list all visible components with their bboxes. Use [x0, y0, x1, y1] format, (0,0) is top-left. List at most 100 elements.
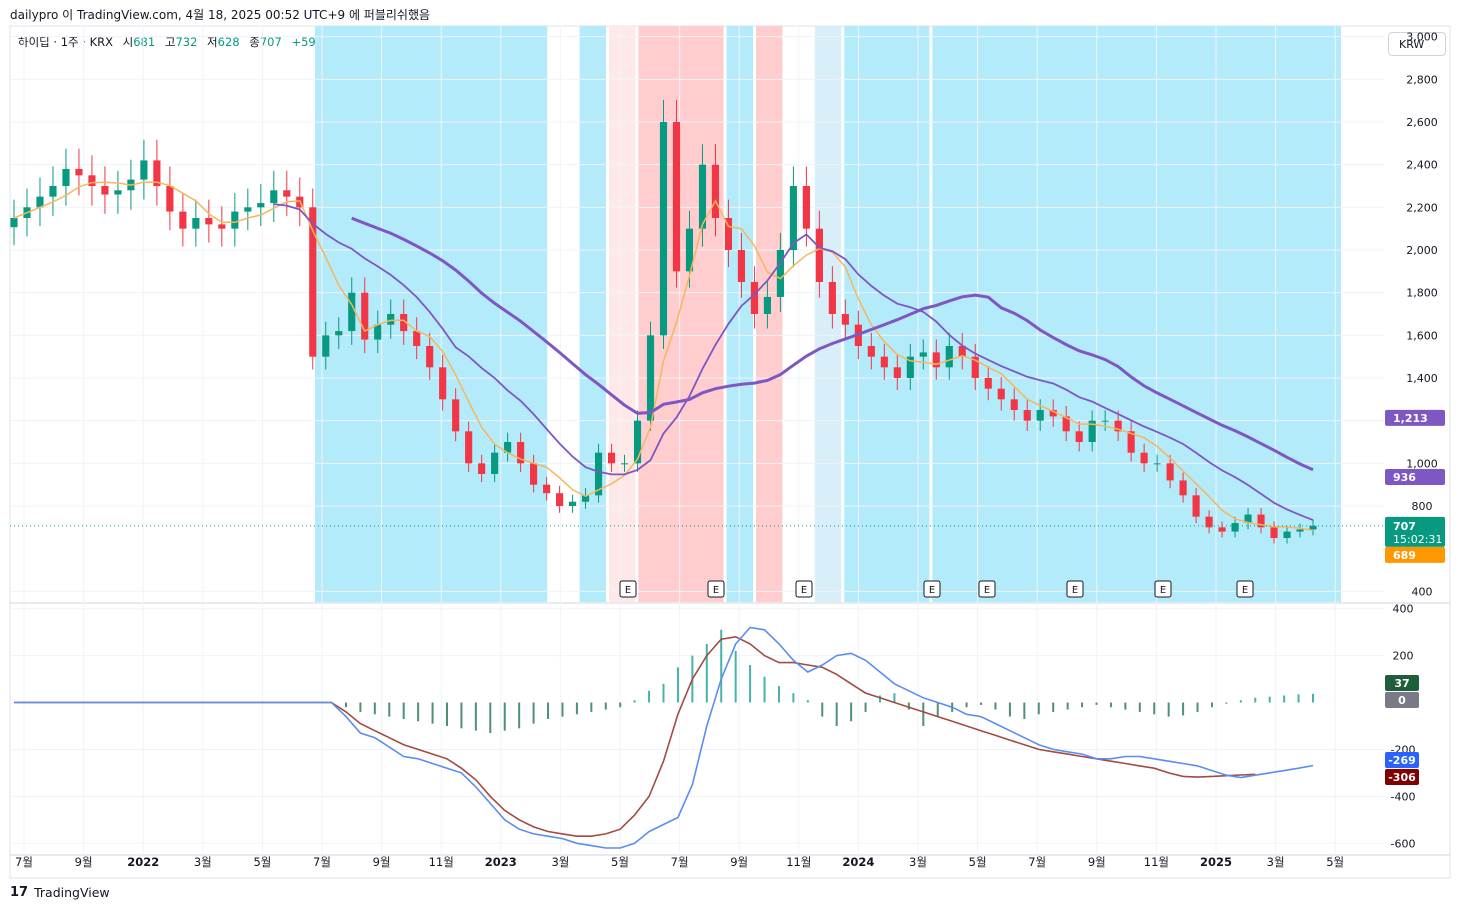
earnings-marker-label: E — [984, 585, 990, 596]
earnings-marker — [1066, 580, 1084, 598]
last-price-tag-bg — [1385, 516, 1445, 547]
ma-long-price-tag: 1,213 — [1393, 412, 1428, 425]
macd-tick-label: -400 — [1391, 790, 1416, 803]
candle-body — [478, 463, 486, 474]
candle-body — [789, 186, 797, 250]
candle-body — [893, 367, 901, 378]
candle-body — [763, 296, 771, 314]
macd-histogram-tag-bg — [1385, 675, 1419, 691]
candle-body — [114, 190, 122, 195]
time-tick-label: 7월 — [1028, 855, 1046, 869]
candle-body — [153, 160, 161, 186]
candle-body — [1296, 529, 1304, 532]
time-tick-label: 2023 — [485, 855, 517, 869]
candle-body — [594, 452, 603, 496]
ma-short-line — [13, 181, 1314, 532]
candle-body — [997, 388, 1005, 400]
candle-body — [1166, 463, 1174, 481]
currency-button[interactable]: KRW — [1388, 32, 1446, 56]
candle-body — [1205, 516, 1213, 528]
time-tick-label: 3월 — [1267, 855, 1285, 869]
price-tick-label: 3,000 — [1406, 31, 1438, 44]
macd-zero-tag-bg — [1385, 692, 1419, 708]
ma-mid-price-tag: 936 — [1393, 471, 1416, 484]
time-tick-label: 9월 — [373, 855, 391, 869]
candle-body — [971, 356, 979, 378]
price-tick-label: 1,800 — [1406, 287, 1438, 300]
tradingview-logo-icon: 17 — [10, 885, 29, 900]
candle-body — [1088, 420, 1096, 442]
candle-body — [672, 122, 681, 272]
candle-body — [413, 331, 421, 346]
candle-body — [400, 314, 408, 332]
candle-body — [283, 190, 291, 197]
candle-body — [335, 331, 343, 336]
candle-body — [880, 356, 888, 368]
candle-body — [919, 352, 927, 357]
ma-long-price-tag-bg — [1385, 409, 1445, 426]
candle-body — [140, 160, 148, 180]
candle-body — [1309, 525, 1317, 530]
price-tick-label: 1,600 — [1406, 329, 1438, 342]
price-tick-label: 2,800 — [1406, 73, 1438, 86]
earnings-marker-label: E — [713, 585, 719, 596]
open-value: 681 — [133, 35, 156, 49]
candle-body — [646, 335, 655, 421]
candle-body — [581, 495, 590, 502]
high-label: 고 — [164, 35, 176, 49]
earnings-marker-label: E — [1160, 585, 1166, 596]
price-tick-label: 800 — [1412, 500, 1433, 513]
candle-body — [517, 442, 525, 464]
candle-body — [750, 282, 759, 314]
candle-body — [75, 168, 83, 176]
time-tick-label: 9월 — [75, 855, 93, 869]
candle-body — [776, 250, 784, 297]
candle-body — [841, 314, 849, 325]
candle-body — [1114, 420, 1122, 432]
time-tick-label: 5월 — [253, 855, 271, 869]
candle-body — [491, 452, 499, 474]
price-tick-label: 2,400 — [1406, 159, 1438, 172]
earnings-marker-label: E — [1242, 585, 1248, 596]
candle-body — [1101, 420, 1109, 422]
last-price-tag-countdown: 15:02:31 — [1393, 533, 1442, 546]
background-zone — [609, 26, 636, 602]
candle-body — [1049, 410, 1057, 417]
earnings-marker — [707, 580, 725, 598]
macd-line-tag: -269 — [1388, 754, 1416, 767]
macd-tick-label: 200 — [1393, 650, 1414, 663]
candle-body — [374, 324, 382, 340]
candle-body — [1075, 431, 1083, 442]
candle-body — [802, 186, 810, 229]
candle-body — [270, 190, 278, 204]
candle-body — [387, 314, 395, 325]
candle-body — [62, 168, 70, 186]
macd-line — [14, 626, 1314, 849]
candle-body — [958, 346, 966, 357]
time-tick-label: 7월 — [313, 855, 331, 869]
candle-body — [322, 335, 330, 357]
background-zone — [726, 26, 753, 602]
high-value: 732 — [175, 35, 198, 49]
candle-body — [166, 186, 174, 212]
time-tick-label: 3월 — [551, 855, 569, 869]
time-tick-label: 3월 — [909, 855, 927, 869]
time-tick-label: 5월 — [969, 855, 987, 869]
price-tick-label: 1,000 — [1406, 457, 1438, 470]
candle-body — [932, 352, 940, 368]
price-tick-label: 400 — [1412, 585, 1433, 598]
macd-zero-tag: 0 — [1398, 694, 1406, 707]
candle-body — [1036, 410, 1044, 421]
candle-body — [1192, 495, 1200, 517]
candle-body — [218, 224, 226, 229]
time-tick-label: 5월 — [1326, 855, 1344, 869]
candle-body — [309, 207, 317, 357]
background-zone — [844, 26, 930, 602]
low-label: 저 — [207, 35, 218, 49]
candle-body — [439, 367, 447, 400]
time-tick-label: 3월 — [194, 855, 212, 869]
close-label: 종 — [249, 35, 260, 49]
earnings-marker — [978, 580, 996, 598]
symbol-name[interactable]: 하이딥 · 1주 · KRX — [18, 35, 113, 49]
